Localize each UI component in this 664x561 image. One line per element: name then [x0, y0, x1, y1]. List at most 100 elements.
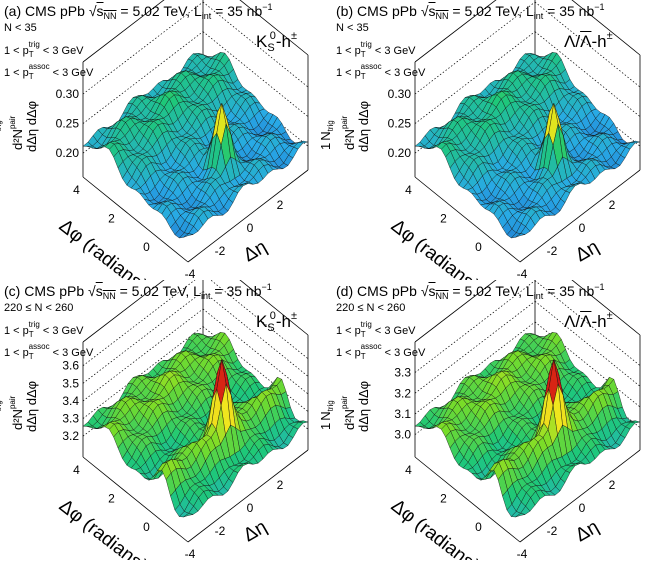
eta-tick-label: -2 [215, 244, 226, 258]
assoc-sup: assoc [360, 342, 382, 351]
sqrt-symbol: √ [88, 283, 96, 299]
title-prefix: CMS pPb [357, 283, 421, 299]
yaxis-pair: pair [340, 115, 349, 130]
phi-tick-label: 2 [108, 491, 115, 505]
yaxis-title-3: dΔη dΔφ [24, 101, 39, 152]
z-tick-label: 0.25 [388, 117, 412, 131]
z-gridline [202, 326, 309, 412]
phi-tick-label: 4 [405, 463, 412, 477]
yaxis-num: d²N [342, 409, 357, 430]
title-int: int [533, 291, 544, 301]
assoc-prefix: 1 < p [336, 347, 361, 359]
title-nn: NN [103, 11, 117, 21]
z-tick-label: 3.3 [394, 366, 411, 380]
species-tail-sup: ± [606, 310, 613, 322]
yaxis-one: 1 [0, 143, 1, 150]
z-tick-label: 3.0 [394, 428, 411, 442]
eta-axis-title: Δη [240, 237, 271, 267]
z-tick-label: 0.20 [388, 146, 412, 160]
title-lumi: = 35 nb [543, 283, 595, 299]
z-tick-label: 3.2 [394, 386, 411, 400]
assoc-sup: assoc [360, 62, 382, 71]
yaxis-title: 1Ntrig [318, 400, 335, 430]
chart-panel-a: 0.30 0.25 0.20 4 2 0 -4 -2 0 2 Δφ (radians) Δη (a) C… [0, 0, 332, 280]
trig-cut: 1 < pTtrig < 3 GeV [336, 40, 416, 59]
species-bar: Λ [580, 312, 592, 331]
title-energy: = 5.02 TeV, L [448, 3, 534, 19]
yaxis-trig: trig [326, 120, 335, 132]
yaxis-N: N [0, 411, 1, 420]
trig-sup: trig [360, 40, 372, 49]
title-lumi-exp: −1 [594, 282, 605, 292]
z-tick-label: 3.3 [62, 412, 79, 426]
eta-tick-label: -2 [215, 524, 226, 538]
panel-title: (a) CMS pPb √sNN = 5.02 TeV, Lint = 35 n… [4, 2, 273, 21]
title-lumi: = 35 nb [210, 283, 262, 299]
yaxis-one: 1 [318, 422, 333, 430]
assoc-sup: assoc [28, 342, 50, 351]
title-prefix: CMS pPb [24, 283, 89, 299]
trig-sup: trig [28, 40, 40, 49]
z-gridline [202, 291, 309, 377]
eta-tick-label: -4 [517, 267, 528, 280]
yaxis-num: d²N [10, 409, 25, 430]
assoc-suffix: < 3 GeV [381, 347, 426, 359]
yaxis-title-3: dΔη dΔφ [356, 381, 371, 432]
eta-tick-label: -4 [185, 547, 196, 560]
z-gridline [82, 1, 204, 95]
title-lumi: = 35 nb [211, 3, 263, 19]
z-gridline [202, 308, 309, 395]
yaxis-pair: pair [340, 395, 349, 410]
multiplicity-text: N < 35 [336, 22, 369, 34]
assoc-T: T [28, 352, 34, 361]
multiplicity-text: 220 ≤ N < 260 [336, 302, 406, 314]
yaxis-pair: pair [8, 115, 17, 130]
panel-label: (a) [4, 3, 25, 19]
box-edge [414, 0, 497, 63]
yaxis-title-2: d²Npair [8, 116, 25, 150]
surface-mesh [82, 332, 309, 518]
species-label: KS0-h± [256, 30, 297, 54]
assoc-suffix: < 3 GeV [381, 67, 426, 79]
yaxis-num: d²N [342, 129, 357, 150]
panel-title: (c) CMS pPb √sNN = 5.02 TeV, Lint = 35 n… [4, 282, 272, 301]
title-lumi-exp: −1 [261, 282, 272, 292]
yaxis-title-2: d²Npair [340, 116, 357, 150]
title-nn: NN [435, 291, 449, 301]
eta-tick-label: 0 [579, 221, 586, 235]
yaxis-pair: pair [8, 395, 17, 410]
yaxis-title-2: d²Npair [8, 396, 25, 430]
yaxis-den: dΔη dΔφ [356, 380, 371, 432]
species-main: Λ/ [564, 32, 581, 51]
eta-tick-label: -2 [547, 524, 558, 538]
title-energy: = 5.02 TeV, L [448, 283, 534, 299]
z-tick-label: 0.30 [56, 87, 80, 101]
yaxis-one: 1 [318, 142, 333, 150]
z-gridline [414, 300, 536, 394]
trig-suffix: < 3 GeV [371, 45, 416, 57]
title-lumi: = 35 nb [543, 3, 595, 19]
eta-axis [519, 449, 641, 543]
z-gridline [414, 321, 536, 415]
yaxis-ntrig-wrap: Ntrig [0, 120, 3, 141]
title-energy: = 5.02 TeV, L [116, 3, 202, 19]
trig-prefix: 1 < p [336, 45, 361, 57]
eta-tick-label: -4 [517, 547, 528, 560]
box-edge [82, 0, 165, 63]
trig-sup: trig [360, 320, 372, 329]
yaxis-title: 1Ntrig [318, 120, 335, 150]
phi-axis [82, 456, 189, 543]
z-gridline [414, 31, 536, 124]
panel-label: (d) [336, 283, 357, 299]
panel-title: (b) CMS pPb √sNN = 5.02 TeV, Lint = 35 n… [336, 2, 605, 21]
yaxis-trig: trig [326, 400, 335, 412]
z-gridline [534, 321, 641, 408]
multiplicity-label: 220 ≤ N < 260 [336, 302, 405, 314]
surface-cell [183, 233, 194, 238]
multiplicity-text: 220 ≤ N < 260 [4, 302, 74, 314]
assoc-cut: 1 < pTassoc < 3 GeV [336, 342, 425, 361]
z-tick-label: 3.2 [62, 429, 79, 443]
